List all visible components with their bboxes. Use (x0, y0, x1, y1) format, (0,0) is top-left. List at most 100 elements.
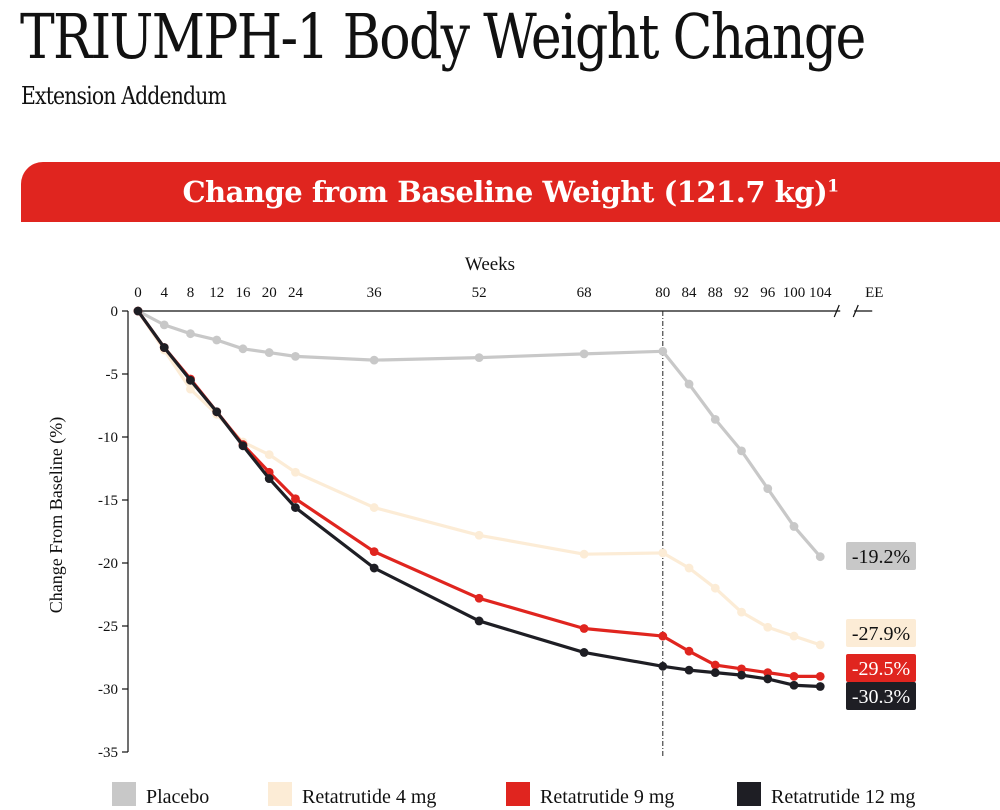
data-point-retatrutide-4-mg (474, 530, 484, 540)
legend-swatch-retatrutide-12-mg (737, 782, 761, 806)
y-tick-label: -5 (106, 367, 119, 383)
data-point-retatrutide-4-mg (579, 549, 589, 559)
axis-break-mark (833, 304, 840, 318)
page-title: TRIUMPH-1 Body Weight Change (20, 0, 866, 73)
y-tick-label: -25 (98, 619, 118, 635)
banner-title-text: Change from Baseline Weight (121.7 kg) (182, 175, 828, 209)
data-point-retatrutide-9-mg (658, 631, 668, 641)
x-tick-label: 36 (367, 285, 383, 301)
x-tick-label: 4 (160, 285, 168, 301)
end-label-retatrutide-9-mg: -29.5% (852, 658, 910, 680)
data-point-retatrutide-4-mg (291, 467, 300, 477)
data-point-placebo (710, 414, 720, 424)
x-tick-label: 96 (760, 285, 776, 301)
data-point-retatrutide-9-mg (737, 664, 746, 674)
data-point-retatrutide-12-mg (763, 674, 773, 684)
data-point-retatrutide-9-mg (684, 646, 694, 656)
x-tick-label: 0 (134, 285, 142, 301)
data-point-retatrutide-4-mg (264, 450, 274, 460)
data-point-retatrutide-12-mg (186, 375, 195, 385)
data-point-retatrutide-9-mg (291, 494, 300, 504)
series-line-retatrutide-12-mg (136, 310, 821, 689)
data-point-retatrutide-9-mg (815, 672, 825, 681)
data-point-retatrutide-12-mg (264, 474, 274, 483)
data-point-retatrutide-4-mg (684, 563, 694, 573)
legend-swatch-placebo (112, 782, 136, 806)
x-tick-label: 100 (783, 285, 806, 301)
end-label-placebo: -19.2% (852, 546, 910, 568)
data-point-retatrutide-4-mg (763, 622, 773, 632)
data-point-placebo (186, 329, 195, 339)
data-point-retatrutide-12-mg (291, 503, 300, 512)
y-axis-title: Change From Baseline (%) (46, 417, 67, 613)
data-point-retatrutide-12-mg (474, 616, 484, 626)
y-tick-label: -20 (98, 556, 118, 572)
end-label-retatrutide-12-mg: -30.3% (852, 686, 910, 708)
data-point-placebo (658, 346, 668, 356)
y-tick-label: 0 (111, 304, 119, 320)
legend-label-retatrutide-12-mg: Retatrutide 12 mg (771, 786, 915, 808)
data-point-placebo (474, 353, 484, 363)
banner-title: Change from Baseline Weight (121.7 kg)1 (182, 175, 839, 209)
x-tick-label: 80 (655, 285, 670, 301)
x-tick-label: 104 (809, 285, 832, 301)
data-point-placebo (212, 335, 222, 345)
data-point-retatrutide-9-mg (763, 668, 773, 678)
legend-swatch-retatrutide-4-mg (268, 782, 292, 806)
data-point-placebo (789, 522, 799, 531)
data-point-retatrutide-12-mg (815, 682, 825, 691)
x-tick-label: 52 (472, 285, 487, 301)
y-tick-label: -30 (98, 682, 118, 698)
data-point-retatrutide-12-mg (133, 306, 143, 316)
x-tick-label-ee: EE (865, 285, 883, 301)
y-tick-label: -10 (98, 430, 118, 446)
x-tick-label: 8 (187, 285, 195, 301)
data-point-retatrutide-9-mg (579, 624, 589, 633)
banner-footnote-mark: 1 (827, 176, 839, 197)
data-point-retatrutide-12-mg (369, 563, 379, 573)
y-tick-label: -15 (98, 493, 118, 509)
data-point-retatrutide-12-mg (159, 343, 169, 352)
data-point-placebo (291, 351, 300, 361)
data-point-placebo (737, 446, 746, 456)
data-point-placebo (369, 355, 379, 365)
data-point-retatrutide-9-mg (474, 593, 484, 603)
data-point-retatrutide-12-mg (737, 670, 746, 680)
end-label-box-retatrutide-4-mg (846, 619, 916, 647)
x-tick-label: 16 (235, 285, 251, 301)
data-point-placebo (264, 348, 274, 357)
x-axis-title: Weeks (465, 254, 515, 275)
end-label-retatrutide-4-mg: -27.9% (852, 623, 910, 645)
data-point-retatrutide-4-mg (710, 583, 720, 593)
data-point-retatrutide-9-mg (789, 672, 799, 681)
data-point-retatrutide-12-mg (684, 665, 694, 675)
data-point-placebo (815, 552, 825, 562)
data-point-retatrutide-4-mg (789, 631, 799, 641)
data-point-retatrutide-9-mg (369, 547, 379, 557)
data-point-retatrutide-4-mg (658, 548, 668, 558)
x-tick-label: 20 (262, 285, 277, 301)
end-label-box-retatrutide-12-mg (846, 682, 916, 710)
data-point-retatrutide-12-mg (710, 668, 720, 678)
page-subtitle: Extension Addendum (21, 82, 227, 110)
data-point-retatrutide-4-mg (186, 384, 195, 394)
data-point-retatrutide-4-mg (737, 607, 746, 617)
legend-swatch-retatrutide-9-mg (506, 782, 530, 806)
data-point-retatrutide-4-mg (369, 503, 379, 512)
end-label-box-placebo (846, 542, 916, 570)
x-tick-label: 88 (708, 285, 723, 301)
data-point-retatrutide-12-mg (212, 407, 222, 417)
data-point-retatrutide-9-mg (710, 660, 720, 670)
end-label-box-retatrutide-9-mg (846, 654, 916, 682)
x-tick-label: 92 (734, 285, 749, 301)
x-tick-label: 84 (682, 285, 698, 301)
legend-label-retatrutide-9-mg: Retatrutide 9 mg (540, 786, 674, 808)
legend-label-retatrutide-4-mg: Retatrutide 4 mg (302, 786, 436, 808)
data-point-placebo (159, 320, 169, 330)
chart-banner: Change from Baseline Weight (121.7 kg)1 (21, 162, 1000, 222)
data-point-retatrutide-12-mg (658, 661, 668, 671)
legend-label-placebo: Placebo (146, 786, 209, 808)
data-point-retatrutide-12-mg (579, 648, 589, 657)
x-tick-label: 24 (288, 285, 304, 301)
